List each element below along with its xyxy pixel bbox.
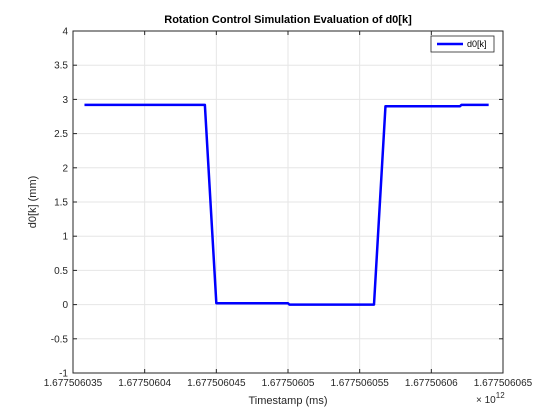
- y-tick-label: 2.5: [54, 129, 68, 140]
- y-tick-label: 0.5: [54, 266, 68, 277]
- y-tick-label: 3: [62, 95, 68, 106]
- y-tick-label: 0: [62, 300, 68, 311]
- series-layer: [84, 103, 489, 306]
- x-tick-label: 1.67750606: [405, 378, 458, 389]
- legend: d0[k]: [430, 35, 495, 53]
- x-tick-label: 1.677506065: [474, 378, 533, 389]
- y-tick-label: -1: [59, 369, 68, 380]
- x-tick-label: 1.677506055: [330, 378, 389, 389]
- x-tick-label: 1.677506045: [187, 378, 246, 389]
- x-axis-exponent-base: × 10: [476, 395, 496, 406]
- y-tick-label: 2: [62, 163, 68, 174]
- x-axis-exponent: × 1012: [476, 391, 505, 406]
- y-axis-label: d0[k] (mm): [27, 176, 39, 229]
- ticks: 1.677506035 1.67750604 1.677506045 1.677506…: [44, 27, 533, 390]
- y-tick-label: 4: [62, 27, 68, 38]
- series-line-d0: [84, 103, 489, 306]
- x-tick-label: 1.677506035: [44, 378, 103, 389]
- legend-entry-label: d0[k]: [467, 39, 487, 49]
- x-tick-label: 1.67750604: [118, 378, 171, 389]
- grid: [72, 30, 504, 374]
- y-tick-label: 3.5: [54, 61, 68, 72]
- x-axis-label: Timestamp (ms): [248, 395, 327, 407]
- chart-title: Rotation Control Simulation Evaluation o…: [164, 14, 412, 26]
- x-tick-label: 1.67750605: [262, 378, 315, 389]
- y-tick-label: 1.5: [54, 198, 68, 209]
- y-tick-label: 1: [62, 232, 68, 243]
- x-axis-exponent-power: 12: [496, 391, 505, 400]
- y-tick-label: -0.5: [51, 334, 69, 345]
